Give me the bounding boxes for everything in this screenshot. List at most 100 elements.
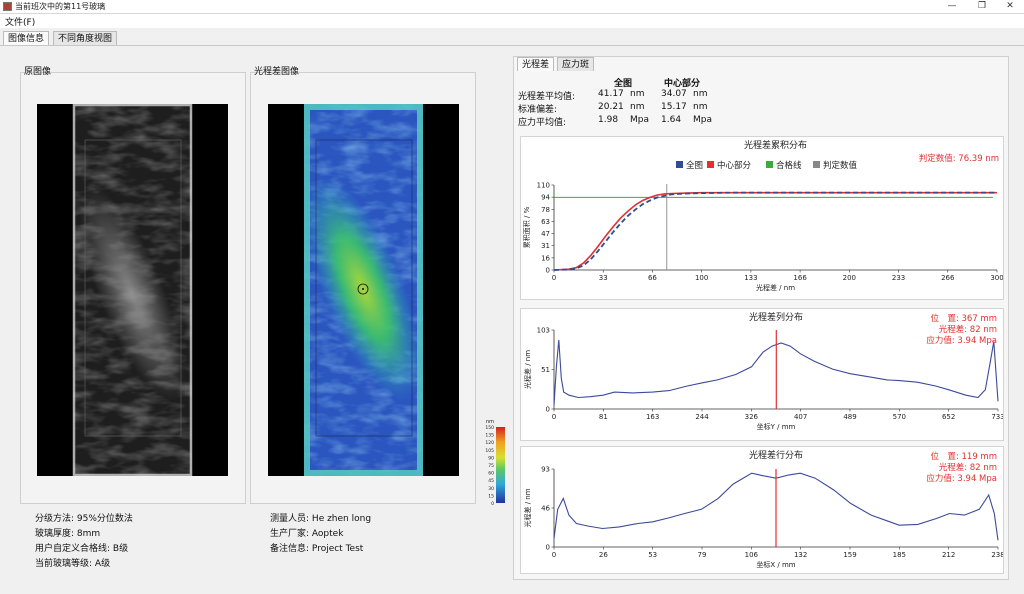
original-image-title: 原图像 — [24, 67, 52, 77]
profile-line — [553, 472, 999, 541]
y-tick-label: 110 — [537, 182, 550, 190]
info-value: B级 — [112, 544, 129, 554]
chart-title: 光程差行分布 — [749, 449, 803, 461]
y-tick-label: 0 — [546, 406, 550, 414]
x-tick-label: 132 — [794, 551, 807, 559]
x-tick-label: 0 — [552, 274, 556, 282]
x-axis-label: 光程差 / nm — [756, 283, 795, 292]
profile-annotation: 应力值: 3.94 Mpa — [926, 335, 997, 346]
colorbar-tick-label: 60 — [488, 471, 494, 477]
window-title: 当前班次中的第11号玻璃 — [15, 2, 106, 11]
y-tick-label: 46 — [541, 505, 550, 513]
menu-file[interactable]: 文件(F) — [5, 18, 36, 28]
info-label: 当前玻璃等级: — [35, 559, 93, 569]
colorbar-tick-label: 90 — [488, 455, 494, 461]
stats-full-unit: nm — [630, 89, 645, 99]
tab-stress-pattern[interactable]: 应力斑 — [557, 57, 595, 71]
stats-label: 应力平均值: — [518, 118, 567, 128]
cumulative-chart-panel: 光程差累积分布 0 33 66 100 133 166 200 233 266 300 0 16 31 47… — [520, 136, 1004, 300]
stats-header-center: 中心部分 — [664, 79, 701, 89]
cumulative-distribution-chart: 光程差累积分布 0 33 66 100 133 166 200 233 266 300 0 16 31 47… — [522, 139, 1004, 292]
info-value: Aoptek — [311, 529, 344, 539]
stats-center-unit: Mpa — [693, 115, 712, 125]
y-tick-label: 63 — [541, 218, 550, 226]
tab-angle-views[interactable]: 不同角度视图 — [53, 31, 118, 45]
x-tick-label: 233 — [892, 274, 905, 282]
x-axis-label: 坐标X / mm — [756, 560, 795, 569]
maximize-button[interactable]: ❐ — [977, 1, 987, 11]
stats-center-unit: nm — [693, 89, 708, 99]
profile-annotation: 光程差: 82 nm — [939, 324, 997, 335]
x-tick-label: 185 — [893, 551, 906, 559]
minimize-button[interactable]: — — [947, 1, 957, 11]
legend-label: 中心部分 — [717, 160, 752, 171]
stats-full-value: 20.21 — [598, 102, 624, 112]
stats-center-value: 15.17 — [661, 102, 687, 112]
tab-image-info[interactable]: 图像信息 — [3, 31, 50, 45]
y-tick-label: 16 — [541, 254, 550, 262]
info-mid: 测量人员: He zhen long 生产厂家: Aoptek 备注信息: Pr… — [270, 512, 371, 557]
x-tick-label: 244 — [695, 413, 709, 421]
colorbar-tick-label: 0 — [491, 501, 494, 505]
x-tick-label: 733 — [991, 413, 1003, 421]
x-tick-label: 66 — [648, 274, 657, 282]
info-row: 备注信息: Project Test — [270, 542, 371, 557]
info-row: 当前玻璃等级: A级 — [35, 557, 133, 572]
legend-swatch — [707, 161, 714, 168]
legend-swatch — [676, 161, 683, 168]
stats-full-value: 1.98 — [598, 115, 619, 125]
info-label: 生产厂家: — [270, 529, 310, 539]
chart-title: 光程差列分布 — [749, 311, 803, 323]
x-tick-label: 266 — [941, 274, 955, 282]
retardation-image — [268, 104, 459, 476]
x-tick-label: 0 — [552, 551, 556, 559]
colorbar-unit: nm — [486, 419, 495, 425]
stats-header-full: 全图 — [614, 79, 633, 89]
legend-label: 判定数值 — [823, 160, 858, 171]
series-line-full — [553, 191, 997, 271]
info-row: 生产厂家: Aoptek — [270, 527, 371, 542]
info-label: 玻璃厚度: — [35, 529, 75, 539]
y-tick-label: 0 — [546, 544, 550, 552]
profile-line — [553, 339, 999, 406]
x-tick-label: 570 — [893, 413, 906, 421]
info-value: Project Test — [311, 544, 364, 554]
x-tick-label: 407 — [794, 413, 807, 421]
info-value: 8mm — [76, 529, 101, 539]
info-label: 备注信息: — [270, 544, 310, 554]
info-label: 测量人员: — [270, 514, 310, 524]
info-value: He zhen long — [311, 514, 372, 524]
chart-title: 光程差累积分布 — [744, 139, 807, 151]
colorbar-tick-label: 75 — [488, 463, 494, 469]
x-tick-label: 489 — [843, 413, 856, 421]
tab-retardation[interactable]: 光程差 — [517, 57, 555, 71]
info-left: 分级方法: 95%分位数法 玻璃厚度: 8mm 用户自定义合格线: B级 当前玻… — [35, 512, 133, 572]
close-button[interactable]: ✕ — [1006, 1, 1014, 11]
info-label: 分级方法: — [35, 514, 75, 524]
x-tick-label: 212 — [942, 551, 955, 559]
legend-swatch — [813, 161, 820, 168]
x-tick-label: 300 — [990, 274, 1003, 282]
legend-swatch — [766, 161, 773, 168]
profile-annotation: 应力值: 3.94 Mpa — [926, 473, 997, 484]
x-tick-label: 53 — [648, 551, 657, 559]
x-tick-label: 166 — [793, 274, 807, 282]
y-tick-label: 103 — [537, 327, 550, 335]
x-tick-label: 159 — [843, 551, 856, 559]
colorbar-tick-label: 150 — [485, 425, 494, 431]
info-row: 玻璃厚度: 8mm — [35, 527, 133, 542]
x-tick-label: 79 — [698, 551, 707, 559]
x-tick-label: 163 — [646, 413, 659, 421]
row-profile-chart: 光程差行分布 0 26 53 79 106 132 159 185 212 238 0 46 93 坐标X … — [523, 449, 1005, 569]
y-tick-label: 51 — [541, 366, 550, 374]
x-tick-label: 0 — [552, 413, 556, 421]
info-row: 用户自定义合格线: B级 — [35, 542, 133, 557]
y-axis-label: 累积面积 / % — [522, 206, 531, 248]
stats-full-unit: nm — [630, 102, 645, 112]
x-tick-label: 26 — [599, 551, 608, 559]
y-tick-label: 0 — [546, 267, 550, 275]
colorbar-tick-label: 120 — [485, 440, 494, 446]
stats-center-value: 1.64 — [661, 115, 682, 125]
row-profile-panel: 光程差行分布 0 26 53 79 106 132 159 185 212 238 0 46 93 坐标X … — [520, 446, 1005, 574]
x-tick-label: 133 — [744, 274, 757, 282]
